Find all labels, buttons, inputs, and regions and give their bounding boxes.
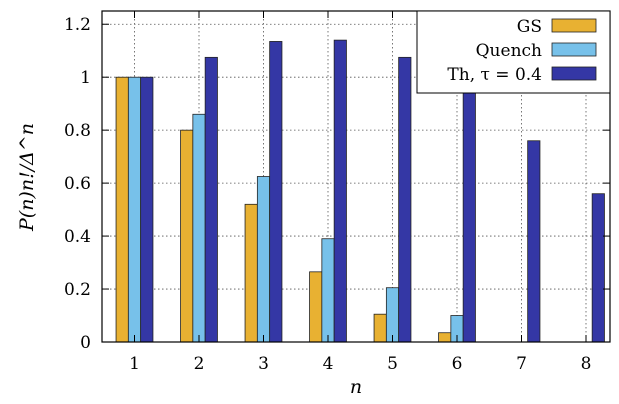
bar-series-0-cat-0 <box>115 76 129 343</box>
bar-series-1-cat-4 <box>385 287 400 343</box>
x-tick-label: 2 <box>194 354 205 374</box>
x-axis-label: n <box>350 376 362 398</box>
bars <box>115 39 605 343</box>
bar-series-2-cat-0 <box>140 76 154 343</box>
bar-series-2-cat-6 <box>527 140 541 343</box>
y-tick-label: 0.2 <box>64 280 91 300</box>
bar-series-0-cat-2 <box>244 203 258 343</box>
y-tick-label: 0.4 <box>64 227 91 247</box>
legend-swatch-quench <box>551 42 597 57</box>
x-tick-label: 7 <box>516 354 527 374</box>
x-tick-label: 6 <box>452 354 463 374</box>
bar-series-0-cat-4 <box>373 313 387 343</box>
x-tick-label: 8 <box>581 354 592 374</box>
legend-label-quench: Quench <box>476 41 542 61</box>
y-axis-ticks: 0 0.2 0.4 0.6 0.8 1 1.2 <box>64 15 610 353</box>
bar-series-2-cat-7 <box>591 193 605 343</box>
bar-series-0-cat-5 <box>438 332 452 343</box>
bar-series-2-cat-3 <box>333 39 347 343</box>
y-tick-label: 1.2 <box>64 15 91 35</box>
x-tick-label: 4 <box>323 354 334 374</box>
bar-series-1-cat-1 <box>192 113 206 343</box>
bar-series-1-cat-0 <box>127 76 142 343</box>
x-tick-label: 5 <box>387 354 398 374</box>
y-axis-label: P(n)n!/Δ^n <box>16 123 38 232</box>
legend-label-th: Th, τ = 0.4 <box>447 65 542 85</box>
bar-series-2-cat-5 <box>462 92 476 343</box>
legend-label-gs: GS <box>517 17 542 37</box>
legend-swatch-gs <box>551 18 597 33</box>
bar-series-1-cat-2 <box>256 176 271 343</box>
bar-series-2-cat-2 <box>269 41 283 343</box>
bar-series-0-cat-3 <box>309 271 323 343</box>
x-tick-label: 1 <box>129 354 140 374</box>
x-tick-label: 3 <box>258 354 269 374</box>
legend-swatch-th <box>551 66 597 81</box>
legend: GS Quench Th, τ = 0.4 <box>416 10 611 94</box>
bar-series-1-cat-3 <box>321 238 335 343</box>
y-tick-label: 0 <box>80 333 91 353</box>
y-tick-label: 0.6 <box>64 174 91 194</box>
bar-series-2-cat-4 <box>398 56 412 343</box>
bar-series-0-cat-1 <box>180 129 194 343</box>
bar-series-2-cat-1 <box>204 56 218 343</box>
y-tick-label: 1 <box>80 68 91 88</box>
y-tick-label: 0.8 <box>64 121 91 141</box>
plot-frame <box>101 10 611 343</box>
